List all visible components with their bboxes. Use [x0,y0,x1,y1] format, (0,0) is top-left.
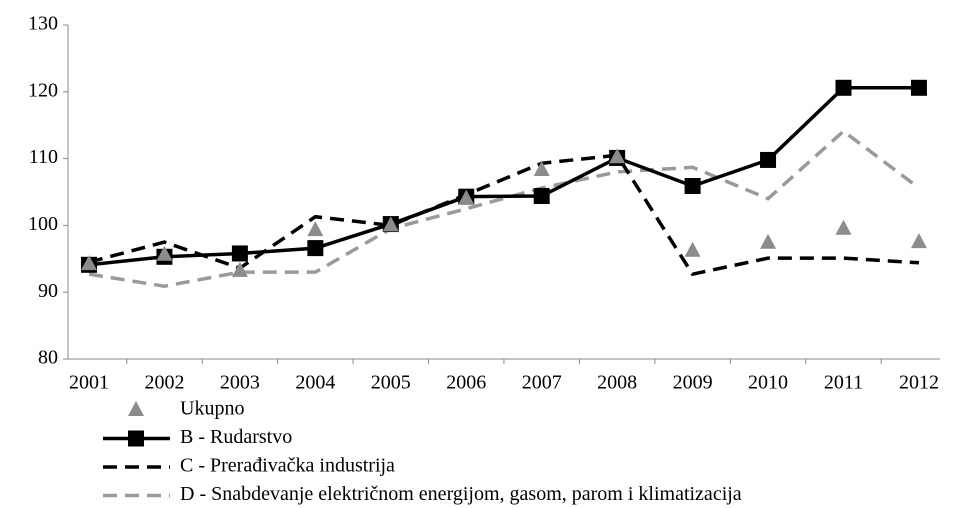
x-tick-label: 2008 [597,372,637,394]
x-tick-label: 2010 [748,372,788,394]
data-point [307,240,324,257]
data-point [156,245,173,261]
series-line [88,128,921,288]
x-tick-label: 2002 [144,372,184,394]
y-tick-label: 80 [38,347,58,369]
x-tick-label: 2007 [522,372,562,394]
data-point [835,219,852,235]
legend-label: D - Snabdevanje električnom energijom, g… [180,483,742,505]
data-point [760,233,777,249]
data-point [533,160,550,176]
x-tick-label: 2006 [446,372,486,394]
legend-label: B - Rudarstvo [180,426,292,448]
legend-label: C - Prerađivačka industrija [180,455,395,477]
data-point [231,245,248,262]
x-tick-label: 2003 [220,372,260,394]
x-tick-label: 2012 [899,372,939,394]
data-point [910,233,927,249]
data-point [231,261,248,277]
data-point [382,216,399,232]
legend-marker [128,401,144,416]
legend-marker [128,430,144,447]
x-tick-label: 2004 [295,372,335,394]
data-point [81,255,97,271]
x-tick-label: 2009 [673,372,713,394]
y-tick-label: 110 [29,146,58,168]
data-point [609,148,626,164]
data-point [835,79,852,96]
y-tick-label: 90 [38,280,58,302]
data-point [910,79,927,96]
y-tick-label: 130 [28,13,58,35]
data-point [760,151,777,168]
y-tick-label: 100 [28,213,58,235]
series-line [88,153,920,277]
data-point [458,189,475,205]
data-point [533,188,550,205]
legend-label: Ukupno [180,398,244,420]
series-line [88,86,919,267]
x-tick-label: 2005 [371,372,411,394]
data-point [684,177,701,194]
x-tick-label: 2001 [69,372,109,394]
x-tick-label: 2011 [824,372,863,394]
data-point [307,221,324,237]
y-tick-label: 120 [28,79,58,101]
data-point [684,241,701,257]
